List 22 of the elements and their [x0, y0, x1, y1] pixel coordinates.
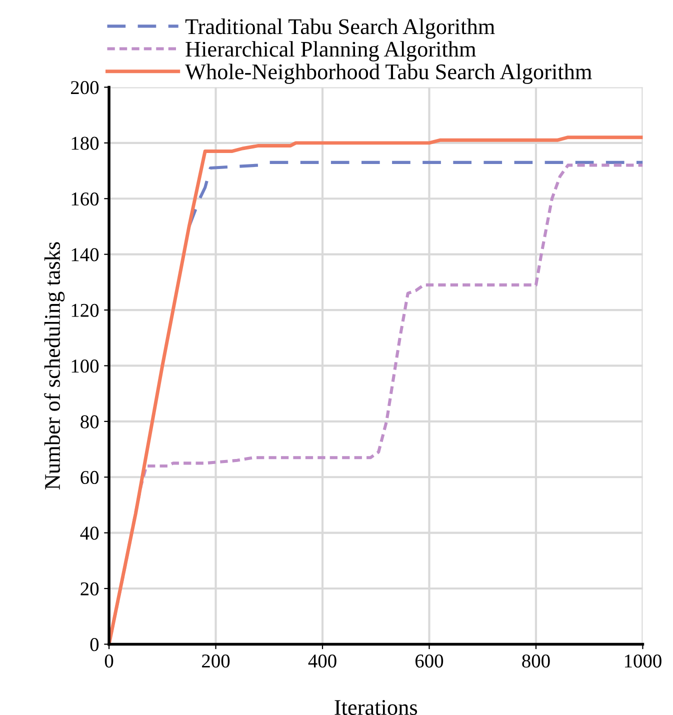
x-tick-label: 800 [522, 654, 550, 668]
y-tick-label: 80 [80, 415, 99, 428]
y-tick-label: 20 [80, 582, 99, 596]
y-tick-label: 180 [72, 136, 99, 150]
x-tick-label: 1000 [624, 654, 662, 668]
legend-label: Traditional Tabu Search Algorithm [185, 18, 495, 39]
y-tick-label: 140 [72, 248, 99, 262]
x-tick-label: 400 [308, 654, 336, 668]
y-tick-label: 200 [70, 81, 99, 94]
y-tick-label: 120 [72, 304, 99, 317]
x-axis-title: Iterations [334, 700, 418, 715]
x-tick-label: 0 [104, 654, 114, 668]
y-axis-title: Number of scheduling tasks [44, 242, 65, 490]
legend-label: Whole-Neighborhood Tabu Search Algorithm [185, 64, 592, 84]
y-tick-label: 100 [72, 360, 99, 373]
y-tick-label: 160 [72, 192, 99, 206]
legend-label: Hierarchical Planning Algorithm [186, 41, 476, 62]
x-tick-label: 200 [202, 654, 230, 668]
y-tick-label: 0 [90, 638, 99, 652]
x-tick-label: 600 [415, 654, 444, 668]
y-tick-label: 60 [80, 470, 99, 484]
y-tick-label: 40 [80, 526, 99, 540]
